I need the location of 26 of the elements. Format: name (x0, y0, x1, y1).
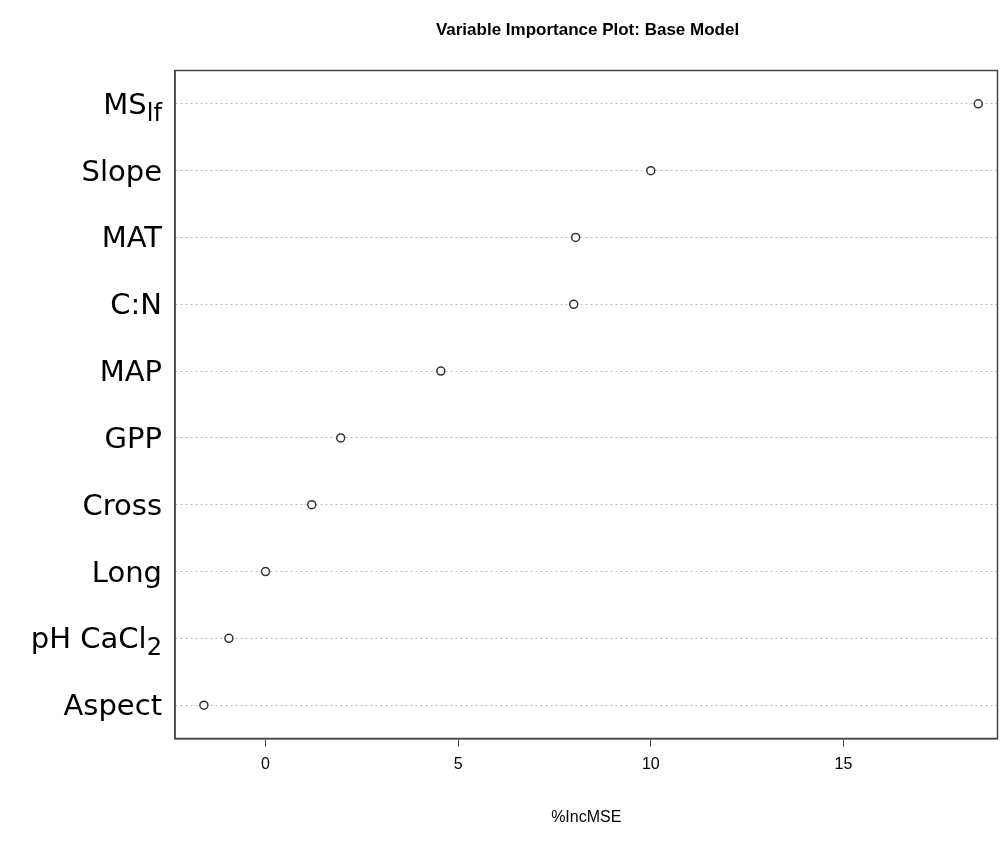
y-tick-label: Long (91, 553, 162, 591)
y-tick-label: MAT (101, 219, 162, 257)
x-tick-label: 0 (261, 754, 271, 772)
y-tick-label: MS$_{lf}$ (103, 85, 162, 127)
x-tick-label: 5 (453, 754, 463, 772)
y-tick-label: GPP (104, 419, 162, 457)
point (568, 299, 579, 310)
point (307, 499, 317, 510)
y-tick-label: MAP (99, 353, 162, 391)
point (436, 366, 446, 376)
point (260, 566, 271, 577)
x-axis-title: %IncMSE (551, 807, 622, 825)
point (335, 433, 346, 443)
point (570, 232, 581, 243)
y-tick-label: pH CaCl$_{2}$ (30, 620, 162, 662)
y-tick-label: C:N (110, 286, 162, 324)
x-tick-label: 15 (834, 754, 853, 772)
point (199, 700, 209, 710)
x-tick-label: 10 (641, 754, 660, 772)
y-tick-label: Aspect (63, 687, 162, 725)
point (224, 633, 234, 644)
chart-title: Variable Importance Plot: Base Model (435, 19, 740, 39)
point (973, 99, 983, 109)
y-tick-label: Cross (82, 486, 162, 524)
point (646, 165, 656, 176)
y-tick-label: Slope (81, 152, 162, 190)
